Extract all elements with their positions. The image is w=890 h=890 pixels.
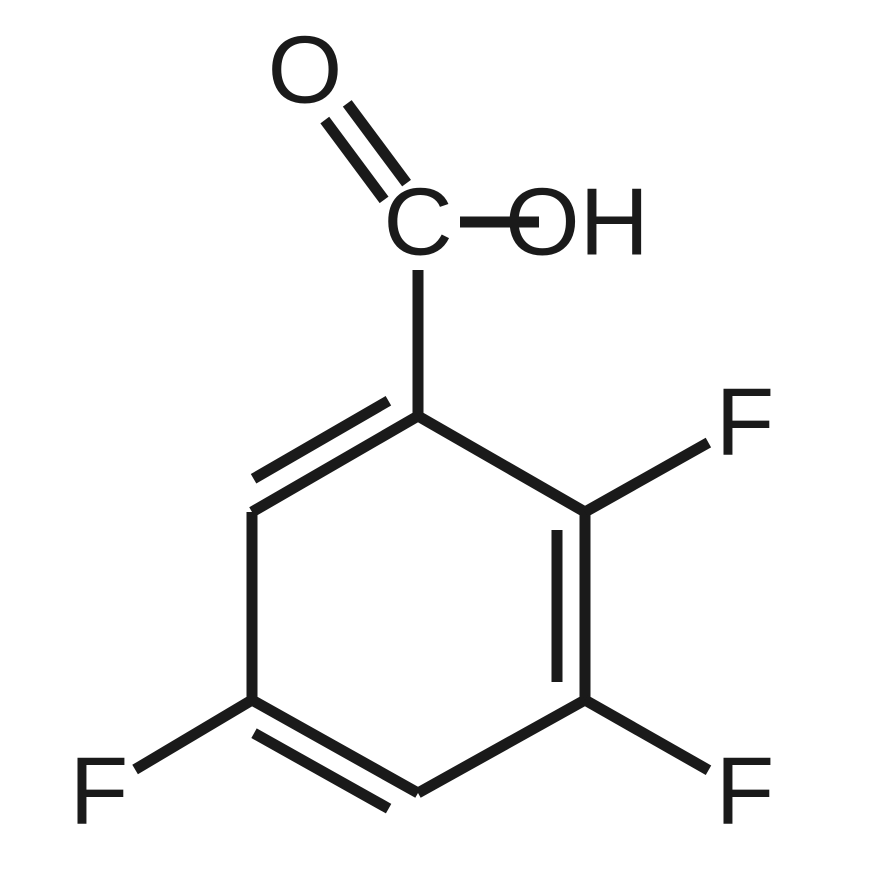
atom-label-f5: F	[70, 738, 129, 845]
atom-label-c: C	[383, 169, 452, 276]
chemical-structure-diagram: OC OH F F F	[0, 0, 890, 890]
atom-label-f2: F	[716, 369, 775, 476]
atom-label-o1: O	[268, 17, 343, 124]
atom-label-oh: OH	[505, 169, 649, 276]
atom-label-f3: F	[716, 738, 775, 845]
